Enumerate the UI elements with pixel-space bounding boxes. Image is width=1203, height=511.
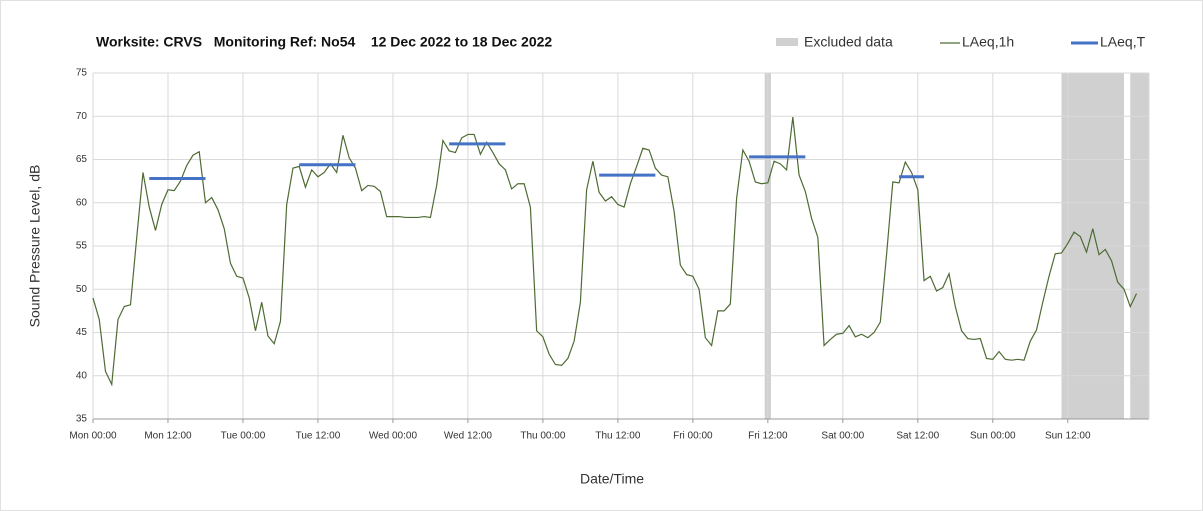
x-tick-label: Mon 12:00 [144,431,192,442]
y-tick-label: 35 [76,414,88,425]
chart-title: Worksite: CRVS Monitoring Ref: No54 12 D… [96,34,552,50]
x-tick-label: Tue 12:00 [296,431,341,442]
y-tick-label: 40 [76,370,88,381]
x-tick-label: Wed 12:00 [444,431,493,442]
legend-label: Excluded data [804,34,893,50]
y-tick-label: 60 [76,197,88,208]
x-tick-label: Sun 12:00 [1045,431,1091,442]
data-line [92,117,1138,387]
x-tick-label: Tue 00:00 [221,431,266,442]
x-tick-label: Fri 12:00 [748,431,788,442]
y-axis-label: Sound Pressure Level, dB [27,165,43,328]
x-tick-label: Mon 00:00 [69,431,117,442]
x-tick-label: Thu 12:00 [595,431,640,442]
x-tick-label: Thu 00:00 [520,431,565,442]
legend-label: LAeq,1h [962,34,1014,50]
y-tick-label: 50 [76,284,88,295]
x-tick-label: Fri 00:00 [673,431,713,442]
x-axis-label: Date/Time [580,471,644,487]
x-tick-label: Sun 00:00 [970,431,1016,442]
legend-label: LAeq,T [1100,34,1146,50]
x-tick-label: Sat 12:00 [896,431,939,442]
legend-swatch [776,38,798,46]
x-tick-label: Wed 00:00 [369,431,418,442]
y-tick-label: 45 [76,327,88,338]
x-tick-label: Sat 00:00 [821,431,864,442]
y-tick-label: 55 [76,241,88,252]
y-tick-label: 75 [76,68,88,79]
y-tick-label: 65 [76,154,88,165]
y-tick-label: 70 [76,111,88,122]
